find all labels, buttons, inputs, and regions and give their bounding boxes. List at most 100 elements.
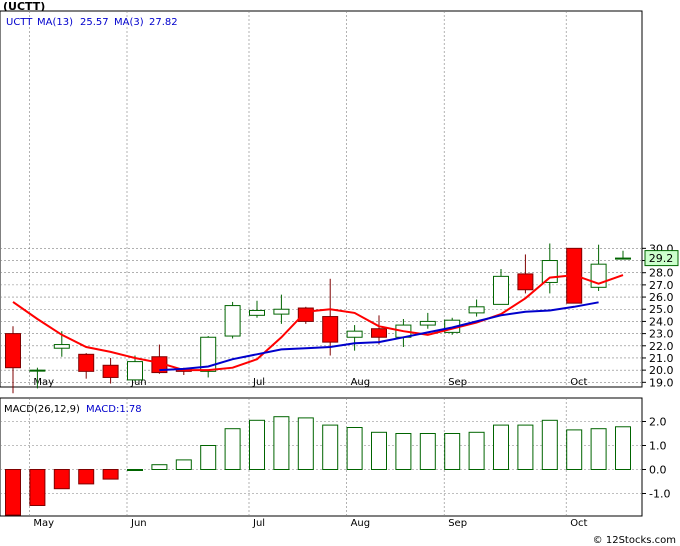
price-y-axis: 19.020.021.022.023.024.025.026.027.028.0… — [642, 242, 674, 389]
macd-bar — [53, 469, 70, 490]
macd-month-label: Jun — [130, 518, 147, 529]
candle-body — [297, 307, 314, 322]
candle-body — [78, 353, 95, 372]
price-x-axis: May Jun Jul Aug Sep Oct — [33, 377, 587, 388]
macd-bar — [200, 445, 217, 470]
candle-body — [29, 369, 46, 372]
macd-month-label: Oct — [570, 518, 587, 529]
candle-body — [615, 257, 631, 260]
price-tick-label: 24.0 — [649, 315, 674, 328]
candle-body — [322, 316, 339, 343]
price-month-label: Sep — [448, 377, 467, 388]
macd-bar — [151, 464, 168, 471]
macd-bar — [102, 469, 119, 480]
price-month-label: Oct — [570, 377, 587, 388]
macd-bar — [224, 428, 241, 471]
candle-body — [224, 305, 241, 337]
macd-bar — [127, 469, 143, 471]
price-tick-label: 20.0 — [649, 364, 674, 377]
price-tick-label: 25.0 — [649, 303, 674, 316]
macd-bar — [541, 419, 558, 470]
chart-title: (UCTT) — [3, 0, 45, 13]
macd-bar — [249, 419, 265, 470]
macd-bar — [346, 427, 363, 470]
candle-body — [419, 320, 436, 326]
price-month-label: May — [33, 377, 54, 388]
macd-legend: MACD(26,12,9) MACD:1.78 — [4, 404, 142, 415]
candle-body — [273, 308, 290, 315]
ma3-line — [12, 274, 624, 372]
macd-bar — [5, 469, 21, 516]
candle-body — [493, 275, 509, 305]
macd-bar — [273, 416, 290, 471]
candle-body — [468, 306, 485, 314]
price-panel-frame — [0, 10, 643, 388]
last-price-label: 29.2 — [649, 252, 674, 265]
moving-average-lines — [12, 274, 624, 372]
candle-body — [53, 344, 70, 349]
macd-bar — [322, 424, 339, 471]
watermark: © 12Stocks.com — [593, 535, 676, 546]
macd-bar — [395, 433, 412, 470]
macd-bar — [615, 426, 631, 470]
macd-bar — [566, 429, 583, 470]
ma13-line — [159, 301, 599, 372]
candle-body — [5, 333, 21, 369]
macd-tick-label: 2.0 — [649, 416, 667, 429]
macd-bar — [78, 469, 95, 485]
candle-body — [200, 336, 217, 372]
macd-grid — [0, 398, 642, 516]
price-panel: 19.020.021.022.023.024.025.026.027.028.0… — [0, 0, 679, 394]
price-tick-label: 21.0 — [649, 352, 674, 365]
price-tick-label: 28.0 — [649, 267, 674, 280]
macd-histogram — [5, 416, 631, 516]
macd-tick-label: 0.0 — [649, 464, 667, 477]
macd-bar — [297, 417, 314, 470]
macd-bar — [444, 433, 461, 470]
macd-label: MACD(26,12,9) — [4, 404, 80, 415]
macd-y-axis: -1.0 0.0 1.0 2.0 — [642, 416, 670, 501]
macd-bar — [175, 459, 192, 470]
price-month-label: Jul — [252, 377, 265, 388]
legend-ma3-value: 27.82 — [149, 17, 178, 28]
macd-tick-label: 1.0 — [649, 440, 667, 453]
candle-body — [517, 273, 534, 291]
candle-body — [346, 330, 363, 338]
price-month-label: Aug — [351, 377, 371, 388]
price-tick-label: 22.0 — [649, 340, 674, 353]
macd-month-label: Aug — [351, 518, 371, 529]
price-tick-label: 27.0 — [649, 279, 674, 292]
macd-bar — [371, 431, 387, 470]
macd-value-label: MACD:1.78 — [86, 404, 142, 415]
macd-x-axis: May Jun Jul Aug Sep Oct — [33, 518, 587, 529]
legend-ma13-value: 25.57 — [80, 17, 109, 28]
candle-body — [102, 364, 119, 378]
price-tick-label: 19.0 — [649, 376, 674, 389]
macd-bar — [590, 428, 607, 471]
macd-bar — [517, 424, 534, 471]
macd-bar — [468, 431, 485, 470]
candle-body — [371, 328, 387, 338]
price-legend: UCTT MA(13) 25.57 MA(3) 27.82 — [6, 17, 178, 28]
price-month-label: Jun — [130, 377, 147, 388]
macd-panel: -1.0 0.0 1.0 2.0 May Jun Jul Aug Sep Oct MACD(26… — [0, 397, 670, 529]
macd-month-label: Sep — [448, 518, 467, 529]
legend-symbol: UCTT — [6, 17, 33, 28]
legend-ma3-label: MA(3) — [114, 17, 144, 28]
candle-body — [541, 260, 558, 283]
macd-bar — [493, 424, 509, 471]
legend-ma13-label: MA(13) — [37, 17, 73, 28]
last-price-box — [644, 250, 679, 267]
macd-bar — [419, 433, 436, 470]
price-tick-label: 26.0 — [649, 291, 674, 304]
macd-tick-label: -1.0 — [649, 488, 670, 501]
macd-bar — [29, 469, 46, 506]
macd-month-label: May — [33, 518, 54, 529]
macd-month-label: Jul — [252, 518, 265, 529]
last-price-marker: 29.2 — [644, 250, 679, 267]
candle-body — [249, 309, 265, 316]
macd-panel-frame — [0, 397, 643, 517]
candle-body — [127, 361, 143, 381]
price-tick-label: 23.0 — [649, 328, 674, 341]
